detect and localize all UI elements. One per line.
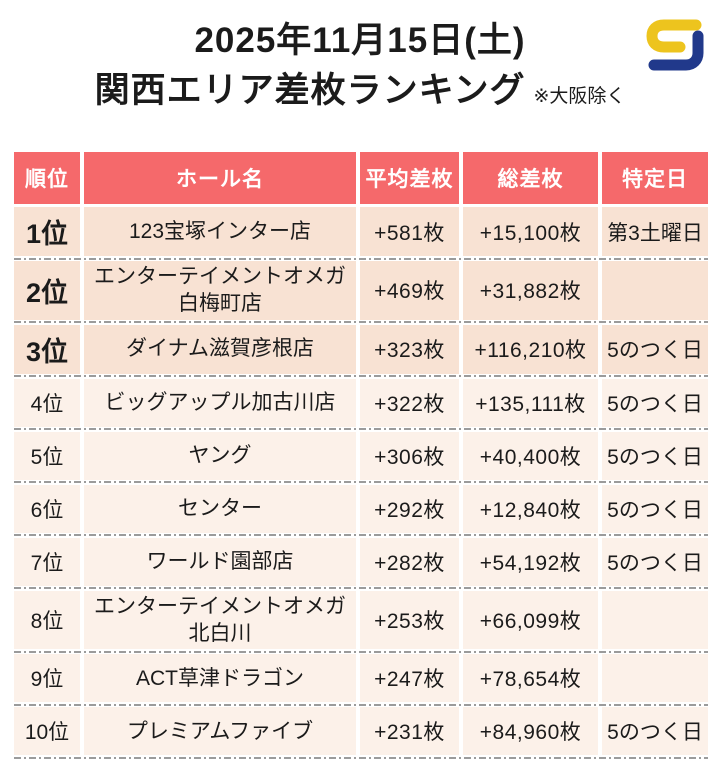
table-row: 3位 ダイナム滋賀彦根店 +323枚 +116,210枚 5のつく日 xyxy=(14,324,708,374)
table-body: 1位 123宝塚インター店 +581枚 +15,100枚 第3土曜日 2位 エン… xyxy=(14,207,708,760)
table-row: 1位 123宝塚インター店 +581枚 +15,100枚 第3土曜日 xyxy=(14,207,708,256)
row-divider xyxy=(14,755,708,760)
page-title: 関西エリア差枚ランキング ※大阪除く xyxy=(0,70,720,112)
row-divider xyxy=(14,702,708,708)
special-day-cell xyxy=(602,590,708,650)
total-diff-cell: +12,840枚 xyxy=(463,484,598,533)
rank-cell: 3位 xyxy=(14,324,80,374)
special-day-cell: 第3土曜日 xyxy=(602,207,708,256)
rank-cell: 6位 xyxy=(14,484,80,533)
s-brand-logo-icon xyxy=(646,19,704,71)
hall-name-cell: ワールド園部店 xyxy=(84,537,356,586)
row-divider xyxy=(14,532,708,538)
total-diff-cell: +135,111枚 xyxy=(463,378,598,427)
rank-cell: 7位 xyxy=(14,537,80,586)
row-divider xyxy=(14,256,708,261)
row-divider xyxy=(14,373,708,379)
rank-cell: 9位 xyxy=(14,654,80,703)
total-diff-cell: +54,192枚 xyxy=(463,537,598,586)
row-divider xyxy=(14,426,708,432)
row-divider xyxy=(14,479,708,485)
avg-diff-cell: +322枚 xyxy=(360,378,459,427)
special-day-cell: 5のつく日 xyxy=(602,324,708,374)
hall-name-cell: 123宝塚インター店 xyxy=(84,207,356,256)
table-header-row: 順位 ホール名 平均差枚 総差枚 特定日 xyxy=(14,152,708,204)
total-diff-cell: +15,100枚 xyxy=(463,207,598,256)
table-row: 6位 センター +292枚 +12,840枚 5のつく日 xyxy=(14,484,708,533)
total-diff-cell: +66,099枚 xyxy=(463,590,598,650)
avg-diff-cell: +306枚 xyxy=(360,431,459,480)
ranking-table: 順位 ホール名 平均差枚 総差枚 特定日 1位 123宝塚インター店 +581枚… xyxy=(14,152,708,760)
row-divider xyxy=(14,585,708,591)
rank-cell: 8位 xyxy=(14,590,80,650)
hall-name-cell: ヤング xyxy=(84,431,356,480)
hall-name-cell: エンターテイメントオメガ白梅町店 xyxy=(84,261,356,320)
avg-diff-cell: +292枚 xyxy=(360,484,459,533)
hall-name-cell: エンターテイメントオメガ北白川 xyxy=(84,590,356,650)
avg-diff-cell: +323枚 xyxy=(360,324,459,374)
total-diff-cell: +31,882枚 xyxy=(463,261,598,320)
avg-diff-cell: +282枚 xyxy=(360,537,459,586)
table-row: 5位 ヤング +306枚 +40,400枚 5のつく日 xyxy=(14,431,708,480)
column-header-rank: 順位 xyxy=(14,152,80,204)
column-header-special-day: 特定日 xyxy=(602,152,708,204)
rank-cell: 5位 xyxy=(14,431,80,480)
rank-cell: 1位 xyxy=(14,207,80,256)
row-divider xyxy=(14,319,708,325)
date-title: 2025年11月15日(土) xyxy=(194,21,526,60)
rank-cell: 10位 xyxy=(14,707,80,756)
hall-name-cell: プレミアムファイブ xyxy=(84,707,356,756)
total-diff-cell: +40,400枚 xyxy=(463,431,598,480)
column-header-avg-diff: 平均差枚 xyxy=(360,152,459,204)
table-row: 7位 ワールド園部店 +282枚 +54,192枚 5のつく日 xyxy=(14,537,708,586)
table-row: 4位 ビッグアップル加古川店 +322枚 +135,111枚 5のつく日 xyxy=(14,378,708,427)
table-row: 8位 エンターテイメントオメガ北白川 +253枚 +66,099枚 xyxy=(14,590,708,650)
avg-diff-cell: +231枚 xyxy=(360,707,459,756)
avg-diff-cell: +581枚 xyxy=(360,207,459,256)
hall-name-cell: ACT草津ドラゴン xyxy=(84,654,356,703)
special-day-cell: 5のつく日 xyxy=(602,378,708,427)
column-header-total-diff: 総差枚 xyxy=(463,152,598,204)
hall-name-cell: ダイナム滋賀彦根店 xyxy=(84,324,356,374)
special-day-cell: 5のつく日 xyxy=(602,707,708,756)
table-row: 9位 ACT草津ドラゴン +247枚 +78,654枚 xyxy=(14,654,708,703)
hall-name-cell: ビッグアップル加古川店 xyxy=(84,378,356,427)
page-title-text: 関西エリア差枚ランキング xyxy=(94,71,526,110)
avg-diff-cell: +247枚 xyxy=(360,654,459,703)
special-day-cell: 5のつく日 xyxy=(602,537,708,586)
page-header: 2025年11月15日(土) 関西エリア差枚ランキング ※大阪除く xyxy=(0,0,720,112)
table-row: 10位 プレミアムファイブ +231枚 +84,960枚 5のつく日 xyxy=(14,707,708,756)
avg-diff-cell: +469枚 xyxy=(360,261,459,320)
hall-name-cell: センター xyxy=(84,484,356,533)
special-day-cell xyxy=(602,261,708,320)
special-day-cell: 5のつく日 xyxy=(602,431,708,480)
rank-cell: 2位 xyxy=(14,261,80,320)
table-row: 2位 エンターテイメントオメガ白梅町店 +469枚 +31,882枚 xyxy=(14,261,708,320)
total-diff-cell: +78,654枚 xyxy=(463,654,598,703)
total-diff-cell: +116,210枚 xyxy=(463,324,598,374)
rank-cell: 4位 xyxy=(14,378,80,427)
total-diff-cell: +84,960枚 xyxy=(463,707,598,756)
special-day-cell xyxy=(602,654,708,703)
title-note: ※大阪除く xyxy=(533,86,626,107)
row-divider xyxy=(14,649,708,655)
special-day-cell: 5のつく日 xyxy=(602,484,708,533)
avg-diff-cell: +253枚 xyxy=(360,590,459,650)
column-header-hall-name: ホール名 xyxy=(84,152,356,204)
